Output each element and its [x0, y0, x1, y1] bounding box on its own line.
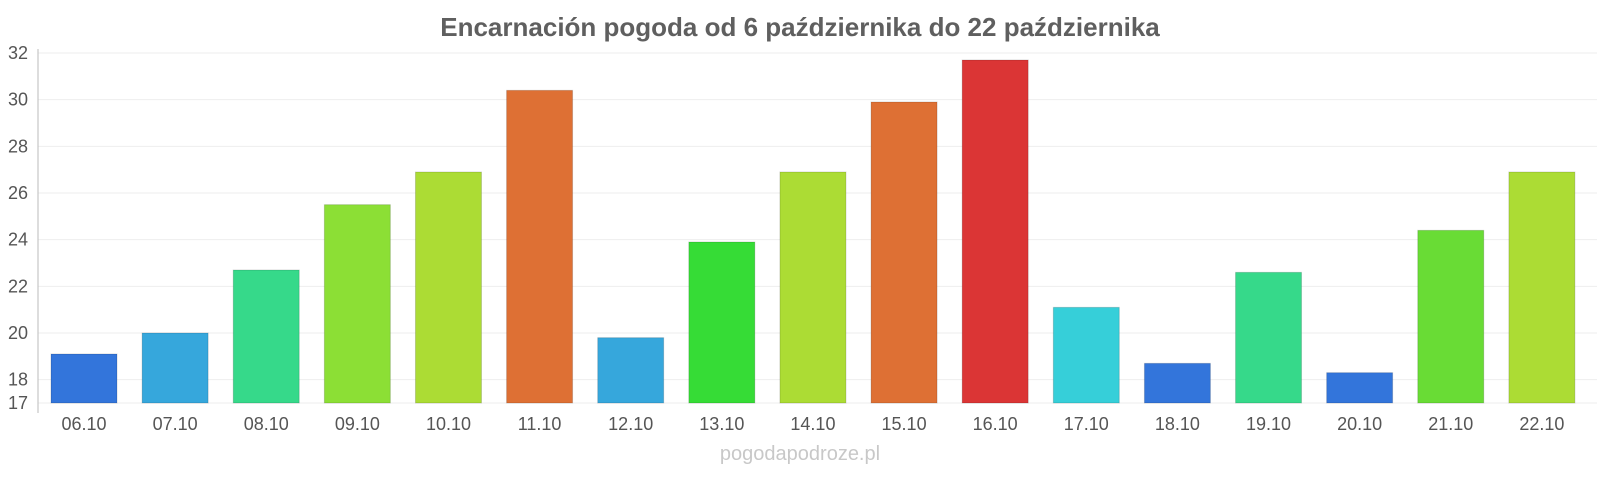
x-tick-label: 13.10: [699, 414, 744, 434]
bar: [232, 269, 300, 404]
x-tick-label: 08.10: [244, 414, 289, 434]
bar: [1417, 229, 1485, 404]
y-tick-label: 26: [8, 183, 28, 203]
bar: [1326, 372, 1394, 404]
x-tick-label: 15.10: [882, 414, 927, 434]
bar: [1143, 362, 1211, 404]
bar: [1052, 306, 1120, 404]
y-tick-label: 32: [8, 43, 28, 63]
y-tick-label: 30: [8, 90, 28, 110]
bar: [1508, 171, 1576, 404]
bar: [414, 171, 482, 404]
x-tick-label: 21.10: [1428, 414, 1473, 434]
x-tick-label: 11.10: [518, 414, 562, 434]
y-tick-label: 22: [8, 276, 28, 296]
y-axis-ticks: 17 18 20 22 24 26 28 30 32: [8, 43, 28, 413]
bar: [1235, 271, 1303, 404]
bar: [50, 353, 118, 404]
bar: [779, 171, 847, 404]
y-tick-label: 24: [8, 230, 28, 250]
x-tick-label: 18.10: [1155, 414, 1200, 434]
chart-title: Encarnación pogoda od 6 października do …: [440, 12, 1160, 42]
y-tick-label: 18: [8, 370, 28, 390]
x-tick-label: 22.10: [1519, 414, 1564, 434]
x-tick-label: 14.10: [790, 414, 835, 434]
bar: [961, 59, 1029, 404]
bar: [688, 241, 756, 404]
bar: [141, 332, 209, 404]
x-tick-label: 16.10: [973, 414, 1018, 434]
y-tick-label: 17: [8, 393, 28, 413]
x-tick-label: 07.10: [153, 414, 198, 434]
bar: [506, 89, 574, 404]
x-tick-label: 09.10: [335, 414, 380, 434]
x-axis-ticks: 06.10 07.10 08.10 09.10 10.10 11.10 12.10 13.10…: [61, 414, 1564, 434]
bars: [50, 59, 1576, 404]
x-tick-label: 17.10: [1064, 414, 1109, 434]
y-tick-label: 28: [8, 136, 28, 156]
x-tick-label: 20.10: [1337, 414, 1382, 434]
bar: [870, 101, 938, 404]
bar: [597, 337, 665, 404]
bar: [323, 204, 391, 404]
x-tick-label: 12.10: [608, 414, 653, 434]
y-tick-label: 20: [8, 323, 28, 343]
watermark: pogodapodroze.pl: [720, 443, 880, 465]
x-tick-label: 19.10: [1246, 414, 1291, 434]
x-tick-label: 06.10: [61, 414, 106, 434]
x-tick-label: 10.10: [426, 414, 471, 434]
